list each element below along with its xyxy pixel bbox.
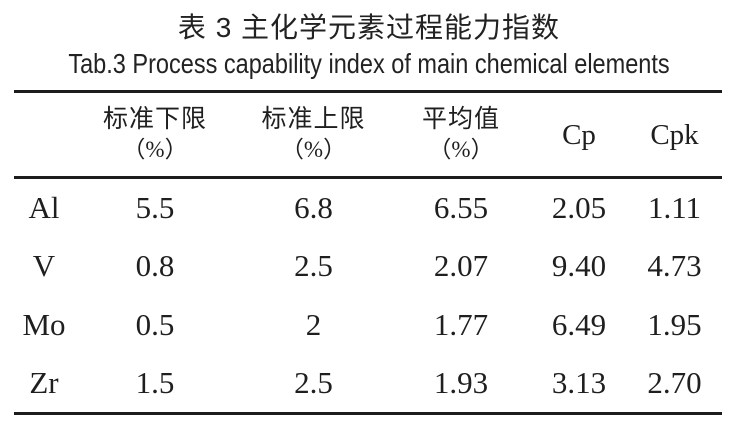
header-label: 标准下限 (102, 105, 207, 133)
table-row-zr: Zr 1.5 2.5 1.93 3.13 2.70 (14, 355, 722, 414)
table-caption-chinese: 表 3 主化学元素过程能力指数 (177, 12, 561, 43)
value-cell: 2.07 (433, 248, 489, 283)
header-cell-lower-limit: 标准下限 （%） (74, 92, 236, 178)
table-row-mo: Mo 0.5 2 1.77 6.49 1.95 (14, 296, 722, 355)
header-unit: （%） (122, 136, 188, 162)
element-cell: Mo (22, 307, 66, 342)
header-cell-upper-limit: 标准上限 （%） (236, 92, 391, 178)
element-cell: Zr (29, 365, 59, 401)
value-cell: 2.5 (294, 248, 333, 283)
header-label: Cpk (650, 118, 699, 151)
process-capability-table: 标准下限 （%） 标准上限 （%） 平均值 （%） Cp Cpk (14, 90, 722, 415)
value-cell: 6.8 (294, 189, 333, 225)
element-cell: V (32, 248, 56, 283)
value-cell: 1.93 (433, 365, 489, 401)
header-label: Cp (562, 118, 596, 151)
value-cell: 2.70 (647, 365, 702, 401)
table-row-al: Al 5.5 6.8 6.55 2.05 1.11 (14, 178, 722, 237)
header-cell-element (14, 92, 74, 178)
header-row: 标准下限 （%） 标准上限 （%） 平均值 （%） Cp Cpk (14, 92, 722, 178)
table-row-v: V 0.8 2.5 2.07 9.40 4.73 (14, 237, 722, 296)
header-cell-mean: 平均值 （%） (391, 92, 531, 178)
value-cell: 2.5 (294, 365, 333, 401)
value-cell: 2 (305, 307, 322, 342)
value-cell: 5.5 (135, 189, 175, 225)
header-label: 平均值 (421, 105, 500, 133)
value-cell: 4.73 (647, 248, 702, 283)
value-cell: 6.49 (551, 307, 607, 342)
value-cell: 3.13 (551, 365, 607, 401)
header-cell-cp: Cp (531, 92, 627, 178)
value-cell: 1.11 (647, 189, 702, 225)
header-cell-cpk: Cpk (627, 92, 722, 178)
paper-table-figure: 表 3 主化学元素过程能力指数 Tab.3 Process capability… (0, 10, 738, 444)
value-cell: 1.77 (433, 307, 489, 342)
header-label: 标准上限 (261, 105, 366, 133)
header-unit: （%） (280, 136, 347, 162)
value-cell: 0.8 (135, 248, 175, 283)
table-header: 标准下限 （%） 标准上限 （%） 平均值 （%） Cp Cpk (14, 92, 722, 178)
table-caption-english: Tab.3 Process capability index of main c… (68, 48, 670, 79)
header-unit: （%） (428, 136, 494, 162)
element-cell: Al (28, 189, 60, 225)
value-cell: 9.40 (551, 248, 607, 283)
table-body: Al 5.5 6.8 6.55 2.05 1.11 V 0.8 2.5 2.07… (14, 178, 722, 414)
value-cell: 2.05 (551, 189, 607, 225)
value-cell: 0.5 (135, 307, 175, 342)
value-cell: 1.95 (647, 307, 702, 342)
value-cell: 1.5 (135, 365, 175, 401)
value-cell: 6.55 (433, 189, 489, 225)
